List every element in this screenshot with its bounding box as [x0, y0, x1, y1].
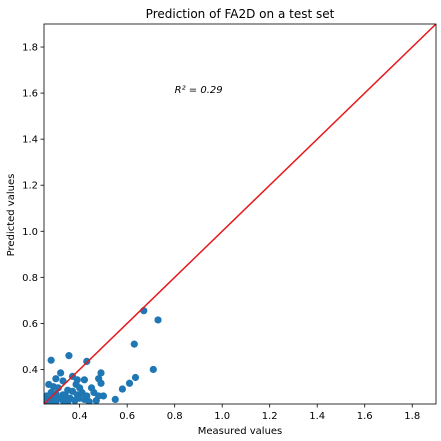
reference-line — [44, 24, 436, 404]
y-tick-label: 1.4 — [22, 135, 38, 146]
data-point — [85, 398, 93, 404]
r-squared-annotation: R² = 0.29 — [175, 85, 223, 96]
data-point — [47, 356, 55, 364]
y-tick-label: 1.0 — [22, 227, 38, 238]
x-tick-label: 1.8 — [404, 411, 420, 422]
data-point — [99, 392, 107, 400]
axis-ticks: 0.4 0.6 0.8 1.0 1.2 1.4 1.6 1.8 0.4 0.6 0.8 1.0 1.2 1… — [22, 43, 420, 422]
data-point — [118, 385, 126, 393]
data-point — [80, 376, 88, 384]
x-tick-label: 0.8 — [167, 411, 183, 422]
chart-title: Prediction of FA2D on a test set — [146, 7, 335, 21]
y-tick-label: 0.6 — [22, 319, 38, 330]
data-point — [59, 377, 67, 385]
data-point — [111, 395, 119, 403]
x-tick-label: 1.6 — [357, 411, 373, 422]
data-point — [64, 398, 72, 404]
y-tick-label: 1.6 — [22, 89, 38, 100]
x-tick-label: 1.2 — [262, 411, 278, 422]
x-tick-label: 1.0 — [214, 411, 230, 422]
data-point — [71, 396, 79, 404]
data-point — [92, 396, 100, 404]
y-tick-label: 0.4 — [22, 365, 38, 376]
x-tick-label: 0.4 — [72, 411, 88, 422]
data-point — [57, 369, 65, 377]
plot-frame — [43, 23, 437, 405]
data-point — [65, 352, 73, 360]
x-tick-label: 0.6 — [119, 411, 135, 422]
data-point — [154, 316, 162, 324]
plot-area — [44, 24, 436, 404]
data-point — [97, 369, 105, 377]
x-tick-label: 1.4 — [309, 411, 325, 422]
data-point — [125, 379, 134, 387]
x-axis-label: Measured values — [198, 426, 283, 437]
data-point — [52, 375, 60, 383]
data-point — [131, 373, 140, 382]
y-axis-label: Predicted values — [6, 174, 17, 257]
data-point — [52, 398, 60, 404]
data-point — [97, 379, 105, 387]
data-point — [130, 340, 138, 348]
y-tick-label: 1.8 — [22, 43, 38, 54]
data-point — [149, 365, 157, 374]
y-tick-label: 0.8 — [22, 273, 38, 284]
y-tick-label: 1.2 — [22, 181, 38, 192]
data-point — [83, 357, 91, 365]
data-point — [54, 384, 62, 392]
